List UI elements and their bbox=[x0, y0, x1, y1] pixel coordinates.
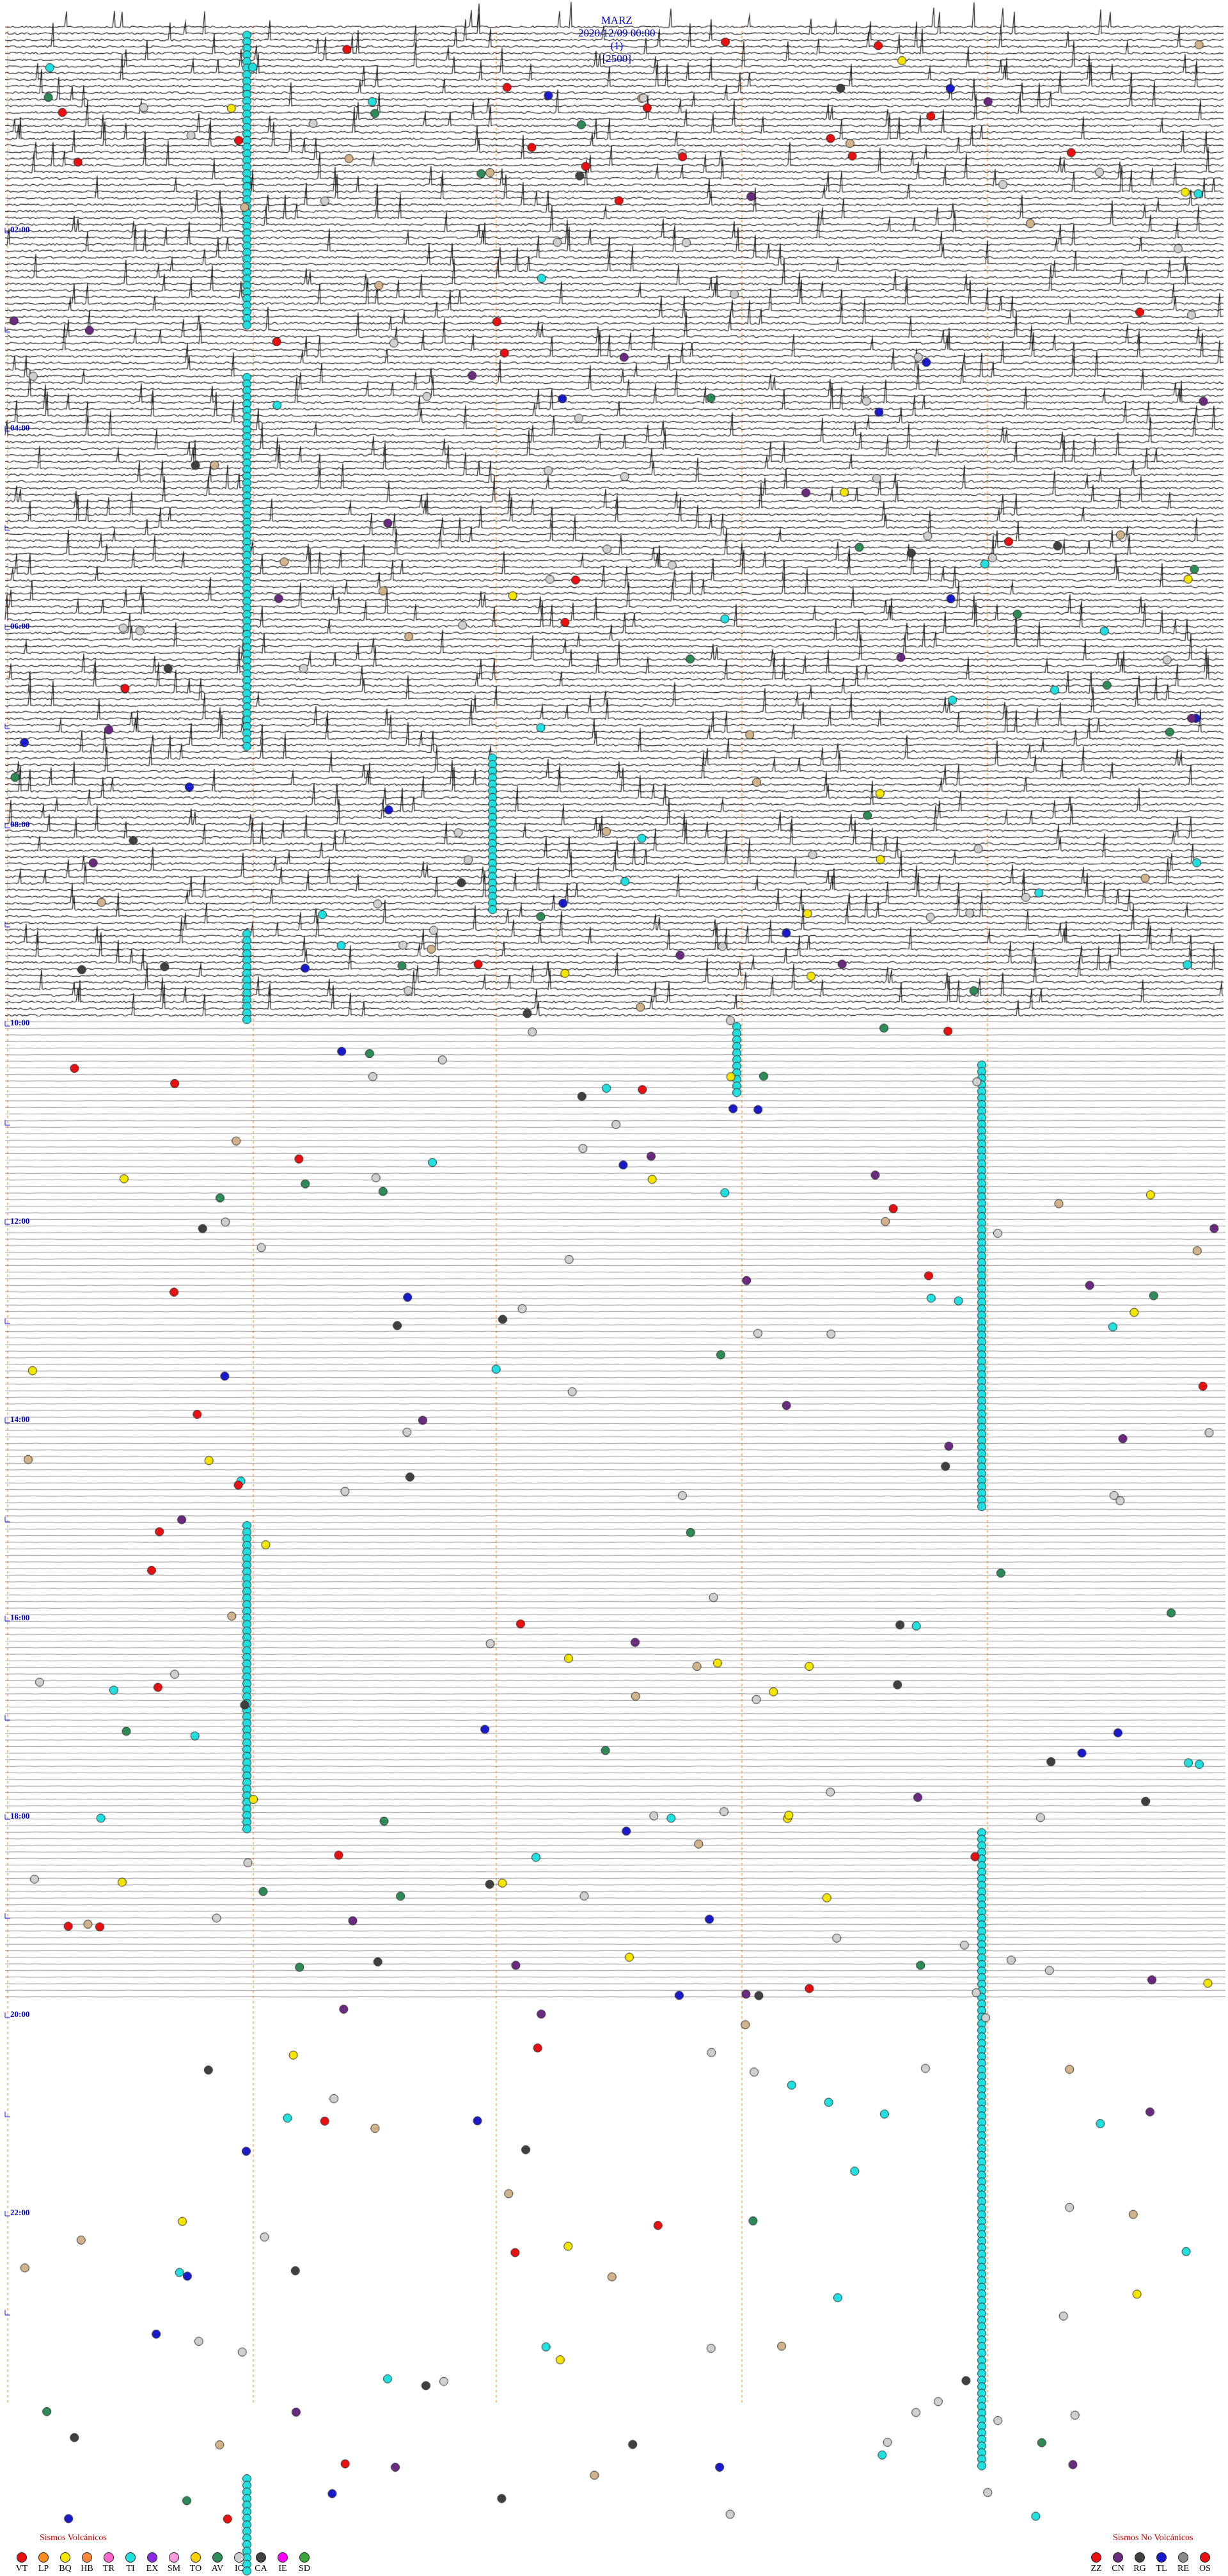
legend-label: TO bbox=[189, 2564, 202, 2573]
legend-swatch bbox=[299, 2552, 310, 2563]
legend-label: BQ bbox=[59, 2564, 72, 2573]
legend-key-ie: IE bbox=[274, 2552, 292, 2574]
legend-swatch bbox=[104, 2552, 114, 2563]
legend-swatch bbox=[278, 2552, 288, 2563]
legend-key-sm: SM bbox=[165, 2552, 183, 2574]
time-label: 14:00 bbox=[10, 1414, 30, 1424]
legend-key-re: RE bbox=[1174, 2552, 1192, 2574]
legend-key-sd: SD bbox=[295, 2552, 313, 2574]
legend-label: RG bbox=[1133, 2564, 1146, 2573]
legend-key-hb: HB bbox=[78, 2552, 96, 2574]
legend-swatch bbox=[234, 2552, 244, 2563]
legend-key-lp: LP bbox=[35, 2552, 52, 2574]
legend-label: EX bbox=[146, 2564, 159, 2573]
legend-swatch bbox=[256, 2552, 266, 2563]
time-label: 20:00 bbox=[10, 2009, 30, 2019]
legend-label: LP bbox=[38, 2564, 49, 2573]
legend-key-bq: BQ bbox=[56, 2552, 74, 2574]
legend-key-ca: CA bbox=[252, 2552, 270, 2574]
legend-nonvolcanic-title: Sismos No Volcánicos bbox=[1113, 2533, 1193, 2543]
legend-key-av: AV bbox=[209, 2552, 226, 2574]
legend-key-ti: TI bbox=[122, 2552, 139, 2574]
legend-nonvolcanic: Sismos No Volcánicos ZZ CN RG TL RE OS bbox=[1087, 2533, 1214, 2574]
legend-swatch bbox=[1178, 2552, 1188, 2563]
legend-swatch bbox=[60, 2552, 70, 2563]
legend-label: TI bbox=[126, 2564, 135, 2573]
legend-key-to: TO bbox=[187, 2552, 205, 2574]
legend-label: SD bbox=[299, 2564, 310, 2573]
legend-label: IC bbox=[235, 2564, 244, 2573]
legend-volcanic-title: Sismos Volcánicos bbox=[40, 2533, 107, 2543]
scale-label: [2500] bbox=[602, 52, 631, 65]
time-label: 12:00 bbox=[10, 1216, 30, 1226]
legend-swatch bbox=[212, 2552, 223, 2563]
legend-nonvolcanic-items: ZZ CN RG TL RE OS bbox=[1087, 2552, 1214, 2574]
legend-swatch bbox=[82, 2552, 92, 2563]
legend-label: IE bbox=[278, 2564, 287, 2573]
legend-key-zz: ZZ bbox=[1087, 2552, 1105, 2574]
legend-swatch bbox=[147, 2552, 157, 2563]
legend-swatch bbox=[1200, 2552, 1210, 2563]
legend-key-ic: IC bbox=[230, 2552, 248, 2574]
time-label: 08:00 bbox=[10, 819, 30, 829]
legend-key-ex: EX bbox=[143, 2552, 161, 2574]
legend-key-tr: TR bbox=[100, 2552, 118, 2574]
legend-key-tl: TL bbox=[1153, 2552, 1170, 2574]
time-label: 10:00 bbox=[10, 1018, 30, 1027]
datetime-label: 2020/12/09 00:00 bbox=[578, 27, 656, 39]
legend-swatch bbox=[1156, 2552, 1167, 2563]
time-label: 16:00 bbox=[10, 1613, 30, 1622]
channel-label: (1) bbox=[610, 40, 624, 52]
legend-swatch bbox=[17, 2552, 27, 2563]
legend-key-cn: CN bbox=[1109, 2552, 1127, 2574]
legend-label: CN bbox=[1112, 2564, 1124, 2573]
legend-key-rg: RG bbox=[1131, 2552, 1149, 2574]
legend-label: VT bbox=[15, 2564, 28, 2573]
legend-label: RE bbox=[1177, 2564, 1189, 2573]
legend-label: AV bbox=[211, 2564, 224, 2573]
legend-label: CA bbox=[255, 2564, 267, 2573]
legend-label: ZZ bbox=[1090, 2564, 1102, 2573]
time-label: 18:00 bbox=[10, 1811, 30, 1821]
legend-label: HB bbox=[81, 2564, 93, 2573]
legend-label: TL bbox=[1156, 2564, 1167, 2573]
legend-volcanic: Sismos Volcánicos VT LP BQ HB TR TI EX SM TO AV IC… bbox=[13, 2533, 313, 2574]
legend-label: OS bbox=[1199, 2564, 1211, 2573]
legend-label: SM bbox=[167, 2564, 181, 2573]
legend-swatch bbox=[125, 2552, 136, 2563]
legend-swatch bbox=[1135, 2552, 1145, 2563]
legend-swatch bbox=[1113, 2552, 1123, 2563]
legend-label: TR bbox=[103, 2564, 114, 2573]
legend-key-vt: VT bbox=[13, 2552, 31, 2574]
time-label: 06:00 bbox=[10, 621, 30, 631]
time-label: 02:00 bbox=[10, 225, 30, 234]
legend-swatch bbox=[1091, 2552, 1101, 2563]
time-label: 22:00 bbox=[10, 2208, 30, 2217]
chart-header: MARZ 2020/12/09 00:00 (1) [2500] bbox=[0, 1, 1228, 65]
legend-swatch bbox=[169, 2552, 179, 2563]
legend-key-os: OS bbox=[1196, 2552, 1214, 2574]
legend-swatch bbox=[38, 2552, 49, 2563]
station-label: MARZ bbox=[601, 14, 633, 26]
time-label: 04:00 bbox=[10, 423, 30, 432]
legend-swatch bbox=[191, 2552, 201, 2563]
legend-volcanic-items: VT LP BQ HB TR TI EX SM TO AV IC CA IE SD bbox=[13, 2552, 313, 2574]
